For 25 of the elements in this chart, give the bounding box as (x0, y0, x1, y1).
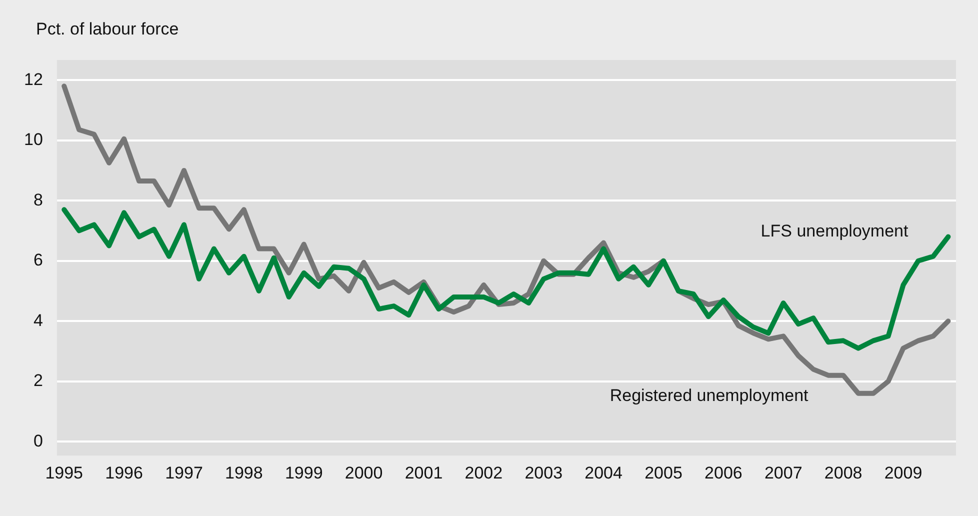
series-label: LFS unemployment (760, 221, 908, 240)
y-tick-label: 4 (33, 310, 43, 330)
x-tick-label: 2001 (404, 463, 443, 482)
x-tick-label: 1999 (284, 463, 323, 482)
x-tick-label: 2008 (824, 463, 862, 482)
x-tick-label: 1997 (165, 463, 203, 482)
x-tick-label: 2002 (464, 463, 503, 482)
x-tick-label: 2004 (584, 463, 622, 482)
x-tick-label: 2007 (764, 463, 802, 482)
y-axis-title: Pct. of labour force (36, 20, 179, 39)
x-tick-label: 2003 (524, 463, 563, 482)
x-tick-label: 1998 (225, 463, 263, 482)
x-tick-label: 2006 (704, 463, 742, 482)
x-tick-label: 2009 (884, 463, 922, 482)
x-tick-label: 2005 (644, 463, 682, 482)
y-tick-label: 6 (33, 250, 43, 270)
y-tick-label: 8 (33, 190, 43, 210)
y-tick-label: 12 (24, 70, 43, 89)
x-tick-label: 2000 (344, 463, 383, 482)
y-tick-label: 10 (24, 130, 43, 150)
y-tick-label: 2 (33, 371, 43, 390)
y-tick-label: 0 (33, 431, 43, 450)
x-tick-label: 1995 (45, 463, 84, 482)
x-tick-label: 1996 (105, 463, 143, 482)
series-label: Registered unemployment (610, 386, 809, 406)
